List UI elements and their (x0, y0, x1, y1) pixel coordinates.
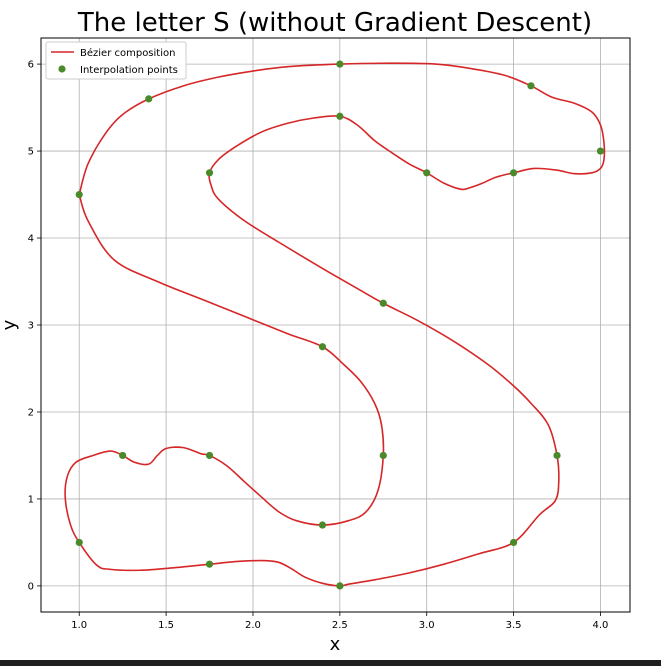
interpolation-point (336, 112, 344, 120)
y-axis-ticks: 0 1 2 3 4 5 6 (28, 60, 41, 592)
y-tick-label: 6 (28, 60, 34, 71)
interpolation-point (336, 582, 344, 590)
x-tick-label: 2.5 (332, 620, 348, 631)
x-axis-ticks: 1.0 1.5 2.0 2.5 3.0 3.5 4.0 (71, 612, 608, 631)
interpolation-point (336, 60, 344, 68)
legend-entry-points: Interpolation points (80, 65, 178, 76)
x-tick-label: 1.5 (158, 620, 174, 631)
legend: Bézier composition Interpolation points (45, 41, 187, 80)
interpolation-point (509, 169, 518, 177)
interpolation-point (509, 538, 518, 547)
interpolation-point (145, 95, 153, 103)
legend-box (45, 41, 187, 80)
bottom-bar (0, 660, 661, 666)
bezier-composition-line (64, 62, 606, 587)
interpolation-point (119, 451, 127, 460)
interpolation-point (318, 343, 327, 351)
x-tick-label: 1.0 (71, 620, 87, 631)
y-tick-label: 0 (28, 581, 34, 592)
interpolation-point (527, 82, 535, 90)
legend-entry-bezier: Bézier composition (80, 47, 175, 59)
chart-title: The letter S (without Gradient Descent) (77, 8, 592, 38)
scatter-series-layer (75, 60, 605, 590)
interpolation-point (75, 538, 83, 547)
x-axis-label: x (330, 634, 341, 655)
y-axis-label: y (0, 319, 20, 330)
interpolation-point (596, 147, 605, 155)
y-tick-label: 4 (28, 234, 34, 245)
interpolation-point (423, 169, 431, 177)
x-tick-label: 3.5 (506, 620, 522, 631)
interpolation-point (553, 451, 561, 460)
interpolation-point (205, 451, 214, 460)
y-tick-label: 2 (28, 407, 34, 418)
interpolation-point (205, 169, 214, 177)
interpolation-point (318, 521, 327, 529)
legend-point-marker (58, 65, 66, 73)
y-tick-label: 5 (28, 147, 34, 158)
line-series-layer (64, 62, 606, 587)
interpolation-point (75, 190, 83, 199)
interpolation-point (379, 451, 387, 460)
interpolation-point (379, 299, 387, 307)
x-tick-label: 3.0 (419, 620, 435, 631)
x-tick-label: 4.0 (593, 620, 609, 631)
y-tick-label: 1 (28, 494, 34, 505)
x-tick-label: 2.0 (245, 620, 261, 631)
y-tick-label: 3 (28, 321, 34, 332)
interpolation-point (205, 560, 214, 568)
